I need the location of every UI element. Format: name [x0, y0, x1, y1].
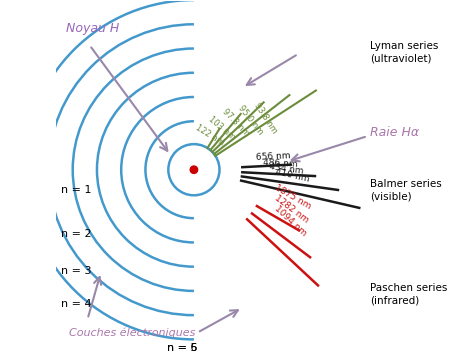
Text: 1875 nm: 1875 nm — [273, 183, 312, 211]
Text: Balmer series
(visible): Balmer series (visible) — [371, 179, 442, 201]
Text: Raie Hα: Raie Hα — [371, 126, 420, 139]
Text: n = 3: n = 3 — [60, 266, 91, 276]
Text: Noyau H: Noyau H — [66, 22, 119, 35]
Text: n = 2: n = 2 — [60, 229, 91, 239]
Text: 434 nm: 434 nm — [269, 162, 304, 176]
Text: 656 nm: 656 nm — [256, 151, 291, 162]
Text: 97.3 nm: 97.3 nm — [220, 107, 251, 138]
Text: 486 nm: 486 nm — [262, 158, 297, 168]
Text: 122 nm: 122 nm — [194, 123, 225, 148]
Text: n = 4: n = 4 — [60, 299, 91, 309]
Text: 93.8 nm: 93.8 nm — [253, 101, 279, 135]
Text: n = 6: n = 6 — [167, 343, 197, 353]
Text: 95.0 nm: 95.0 nm — [236, 103, 265, 136]
Text: 1094 nm: 1094 nm — [272, 204, 308, 238]
Circle shape — [190, 166, 198, 174]
Text: 103 nm: 103 nm — [207, 114, 237, 142]
Text: 410 nm: 410 nm — [274, 167, 310, 184]
Text: Couches électroniques: Couches électroniques — [69, 327, 196, 338]
Text: n = 5: n = 5 — [167, 343, 197, 353]
Text: 1282 nm: 1282 nm — [273, 193, 311, 225]
Text: Lyman series
(ultraviolet): Lyman series (ultraviolet) — [371, 41, 438, 63]
Text: n = 1: n = 1 — [60, 185, 91, 195]
Text: Paschen series
(infrared): Paschen series (infrared) — [371, 283, 448, 306]
